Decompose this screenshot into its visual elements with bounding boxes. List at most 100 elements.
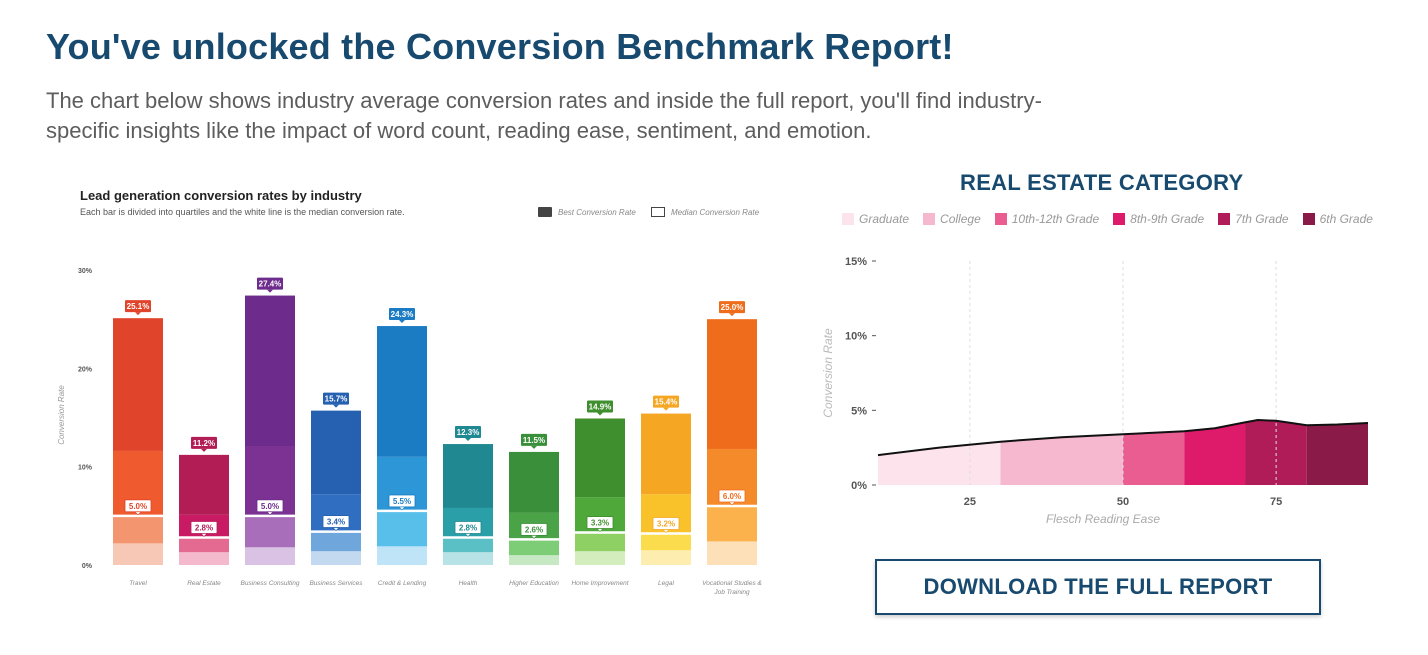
bar-segment [509,555,559,565]
graduate-swatch-icon [842,213,854,225]
best-label-box [719,301,745,314]
bar-segment [377,326,427,457]
median-value-label: 2.8% [459,523,477,532]
best-label-pointer [597,412,603,416]
legend-grade-10-12-label: 10th-12th Grade [1011,212,1100,226]
y-axis-label: Conversion Rate [57,385,66,445]
best-label-box [125,300,151,313]
best-label-pointer [531,445,537,449]
bar-segment [575,532,625,552]
real-estate-title: REAL ESTATE CATEGORY [960,170,1244,195]
legend-grade-10-12: 10th-12th Grade [994,212,1100,226]
legend-grade-8-9: 8th-9th Grade [1113,212,1204,226]
category-label: Home Improvement [571,580,629,587]
category-label: Legal [658,580,674,587]
y-tick-label: 0% [851,480,867,492]
best-label-box [389,308,415,321]
legend-graduate: Graduate [842,212,909,226]
bar-segment [311,410,361,495]
y-axis-label: Conversion Rate [821,328,835,418]
legend-best: Best Conversion Rate [538,207,636,217]
bar-segment [443,537,493,553]
y-tick-label: 30% [78,268,93,275]
bar-segment [641,533,691,551]
median-label-pointer [596,528,604,532]
legend-grade-6-label: 6th Grade [1319,212,1373,226]
median-value-label: 3.2% [657,520,675,529]
legend-college: College [923,212,981,226]
legend-median-label: Median Conversion Rate [671,207,760,217]
reading-level-area [1306,423,1368,485]
best-rate-swatch-icon [538,207,552,217]
median-label-pointer [662,529,670,533]
grade-7-swatch-icon [1218,213,1231,225]
median-value-label: 2.8% [195,523,213,532]
bar-segment [179,552,229,565]
bar-segment [245,295,295,447]
legend-graduate-label: Graduate [859,212,910,226]
category-label: Real Estate [187,580,221,587]
college-swatch-icon [923,213,936,225]
page-subtitle: The chart below shows industry average c… [46,88,1042,143]
best-value-label: 15.7% [325,395,348,404]
bar-segment [641,413,691,495]
legend-grade-7-label: 7th Grade [1235,212,1289,226]
best-label-pointer [729,313,735,317]
bar-segment [641,550,691,565]
best-label-pointer [201,448,207,452]
x-axis-label: Flesch Reading Ease [1046,512,1160,526]
best-label-pointer [465,438,471,442]
bar-segment [707,319,757,449]
bar-segment [179,537,229,553]
download-report-button[interactable]: DOWNLOAD THE FULL REPORT [875,559,1321,615]
bar-segment [575,551,625,565]
bar-segment [245,547,295,565]
bar-segment [509,539,559,556]
best-value-label: 27.4% [259,280,282,289]
bar-segment [377,510,427,547]
reading-level-area [1123,431,1185,485]
best-label-box [191,436,217,449]
reading-ease-chart: 0% 5% 10% 15% 25 50 75 Flesch Reading Ease Conve… [820,240,1380,540]
best-label-box [653,395,679,408]
best-label-box [257,277,283,290]
y-tick-label: 0% [82,563,93,570]
reading-level-legend: Graduate College 10th-12th Grade 8th-9th… [842,212,1387,226]
bar-segment [113,543,163,565]
bar-segment [377,546,427,565]
reading-level-area [1245,420,1307,485]
best-value-label: 11.5% [523,436,545,445]
y-tick-label: 10% [845,331,867,343]
median-value-label: 5.0% [261,502,279,511]
category-label: Health [459,580,478,587]
best-label-box [521,433,547,446]
category-label: Vocational Studies & [702,580,762,587]
best-value-label: 11.2% [193,439,215,448]
median-label-pointer [464,533,472,537]
bar-segment [311,531,361,552]
median-label-pointer [200,533,208,537]
median-rate-swatch-icon [651,207,665,217]
grade-6-swatch-icon [1302,213,1315,225]
grade-8-9-swatch-icon [1113,213,1126,225]
bar-segment [179,454,229,515]
category-label: Job Training [713,589,750,596]
x-tick-label: 75 [1270,496,1282,508]
median-value-label: 3.3% [591,519,609,528]
bar-chart-title: Lead generation conversion rates by indu… [80,188,362,203]
best-label-pointer [135,312,141,316]
best-label-box [455,426,481,439]
category-label: Credit & Lending [378,580,427,587]
conversion-line [877,419,1369,457]
legend-grade-6: 6th Grade [1302,212,1373,226]
y-tick-label: 20% [78,366,93,373]
best-label-pointer [663,407,669,411]
y-tick-label: 10% [78,465,93,472]
best-value-label: 24.3% [391,310,414,319]
median-value-label: 5.5% [393,497,411,506]
page-title: You've unlocked the Conversion Benchmark… [46,26,954,67]
median-label-pointer [332,527,340,531]
x-tick-label: 25 [964,496,976,508]
median-label-pointer [728,501,736,506]
best-label-pointer [399,320,405,324]
